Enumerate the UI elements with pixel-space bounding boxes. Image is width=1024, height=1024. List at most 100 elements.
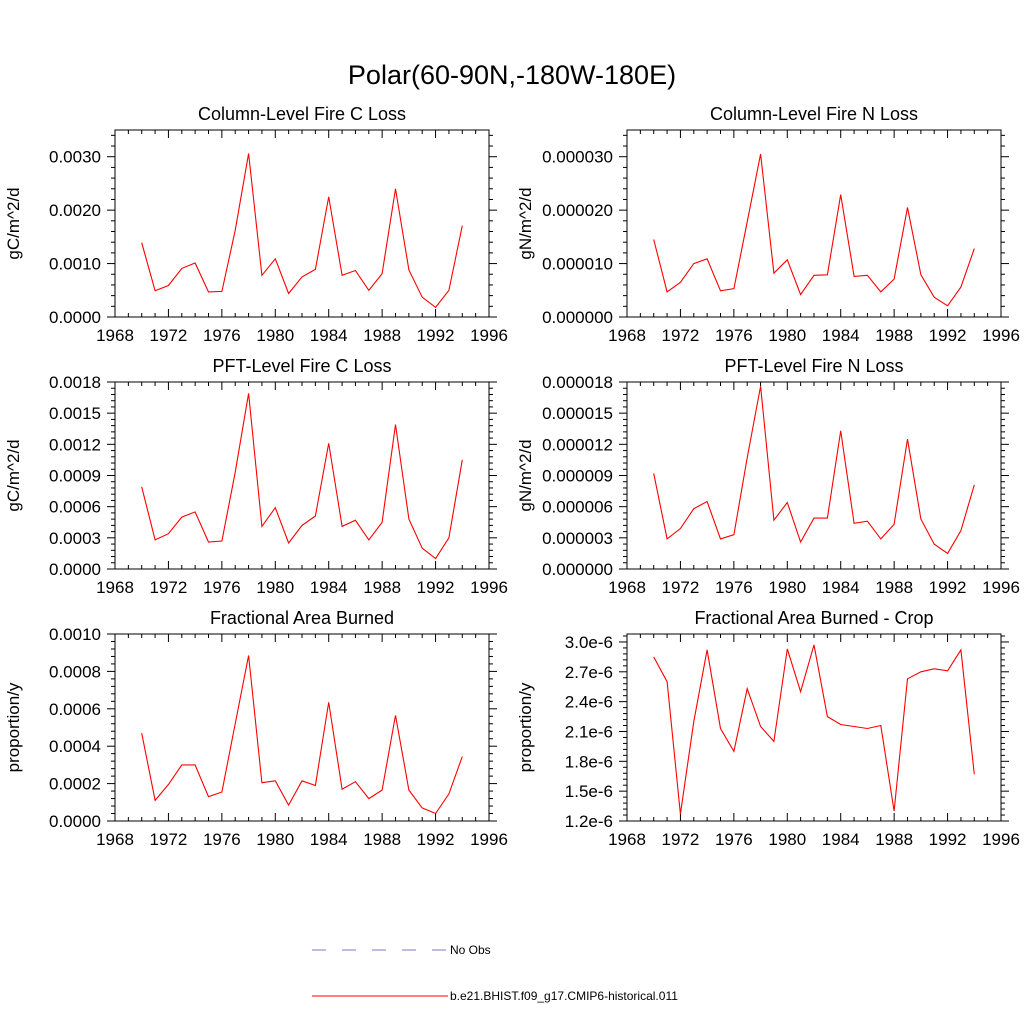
y-tick-label: 1.2e-6 [565,812,613,831]
x-tick-label: 1968 [608,326,646,345]
panel-title: Column-Level Fire C Loss [198,104,406,124]
x-tick-label: 1972 [150,578,188,597]
legend: No Obs b.e21.BHIST.f09_g17.CMIP6-historic… [312,943,678,1003]
x-tick-label: 1980 [768,578,806,597]
figure-title: Polar(60-90N,-180W-180E) [348,60,676,90]
y-tick-label: 0.0030 [49,148,101,167]
legend-label: No Obs [450,943,491,957]
chart-panel-4: PFT-Level Fire N Loss gN/m^2/d 1968 1972 197… [516,356,1020,597]
y-tick-label: 0.000010 [542,255,613,274]
x-tick-label: 1988 [875,830,913,849]
legend-item-2: b.e21.BHIST.f09_g17.CMIP6-historical.011 [312,989,678,1003]
y-tick-label: 0.000012 [542,435,613,454]
x-tick-label: 1992 [929,326,967,345]
y-tick-label: 0.0015 [49,404,101,423]
x-tick-label: 1984 [822,578,860,597]
x-tick-label: 1972 [662,830,700,849]
y-tick-label: 0.0003 [49,529,101,548]
x-tick-label: 1992 [417,326,455,345]
chart-panel-6: Fractional Area Burned - Crop proportion/… [516,608,1020,849]
x-tick-label: 1976 [203,578,241,597]
y-axis-label: gC/m^2/d [4,439,23,511]
x-tick-label: 1976 [715,578,753,597]
y-axis-label: gN/m^2/d [516,439,535,511]
series-line [653,386,975,555]
plot-frame [114,381,490,570]
y-tick-label: 0.0000 [49,308,101,327]
y-tick-label: 3.0e-6 [565,633,613,652]
x-tick-label: 1972 [662,578,700,597]
y-tick-label: 1.5e-6 [565,782,613,801]
x-tick-label: 1984 [822,326,860,345]
x-tick-label: 1980 [256,830,294,849]
plot-frame [114,129,490,318]
x-tick-label: 1992 [417,578,455,597]
chart-panel-5: Fractional Area Burned proportion/y 1968 19… [4,608,508,849]
y-tick-label: 0.0012 [49,435,101,454]
x-tick-label: 1968 [608,578,646,597]
x-tick-label: 1968 [96,578,134,597]
y-axis-label: proportion/y [4,682,23,772]
y-tick-label: 0.0006 [49,498,101,517]
x-tick-label: 1980 [768,830,806,849]
y-tick-label: 0.0000 [49,560,101,579]
x-tick-label: 1976 [715,326,753,345]
x-tick-label: 1996 [470,578,508,597]
x-tick-label: 1996 [982,830,1020,849]
y-tick-label: 1.8e-6 [565,752,613,771]
y-tick-label: 0.000000 [542,308,613,327]
x-tick-label: 1992 [417,830,455,849]
series-line [653,644,975,815]
y-tick-label: 2.1e-6 [565,722,613,741]
y-tick-label: 0.0018 [49,373,101,392]
x-tick-label: 1988 [875,578,913,597]
y-axis-label: proportion/y [516,682,535,772]
y-tick-label: 0.0010 [49,625,101,644]
x-tick-label: 1984 [310,326,348,345]
y-tick-label: 0.0000 [49,812,101,831]
x-tick-label: 1976 [203,830,241,849]
x-tick-label: 1968 [96,830,134,849]
y-tick-label: 0.000000 [542,560,613,579]
y-tick-label: 0.000015 [542,404,613,423]
y-tick-label: 0.0008 [49,662,101,681]
panels: Column-Level Fire C Loss gC/m^2/d 1968 1972… [4,104,1020,849]
x-tick-label: 1996 [470,326,508,345]
x-tick-label: 1972 [150,326,188,345]
plot-frame [626,129,1002,318]
y-tick-label: 0.0004 [49,737,101,756]
panel-title: Fractional Area Burned [210,608,394,628]
x-tick-label: 1996 [470,830,508,849]
x-tick-label: 1996 [982,578,1020,597]
plot-frame [626,381,1002,570]
x-tick-label: 1968 [608,830,646,849]
y-tick-label: 0.0010 [49,255,101,274]
y-tick-label: 0.000018 [542,373,613,392]
chart-panel-1: Column-Level Fire C Loss gC/m^2/d 1968 1972… [4,104,508,345]
y-tick-label: 0.000006 [542,498,613,517]
panel-title: Column-Level Fire N Loss [710,104,918,124]
x-tick-label: 1984 [310,830,348,849]
y-axis-label: gC/m^2/d [4,187,23,259]
y-tick-label: 2.4e-6 [565,693,613,712]
series-line [141,655,463,815]
y-tick-label: 2.7e-6 [565,663,613,682]
x-tick-label: 1976 [203,326,241,345]
x-tick-label: 1976 [715,830,753,849]
y-tick-label: 0.000009 [542,467,613,486]
y-tick-label: 0.0002 [49,775,101,794]
panel-title: PFT-Level Fire N Loss [724,356,903,376]
x-tick-label: 1984 [822,830,860,849]
series-line [141,153,463,309]
x-tick-label: 1988 [875,326,913,345]
x-tick-label: 1980 [256,578,294,597]
x-tick-label: 1980 [256,326,294,345]
series-line [653,153,975,307]
y-tick-label: 0.000003 [542,529,613,548]
x-tick-label: 1992 [929,830,967,849]
x-tick-label: 1988 [363,830,401,849]
legend-item-1: No Obs [312,943,491,957]
x-tick-label: 1980 [768,326,806,345]
y-tick-label: 0.000020 [542,201,613,220]
